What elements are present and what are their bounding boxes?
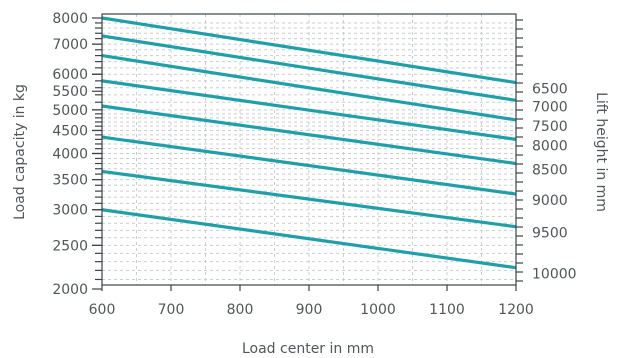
lift-height-label: 7000 [532, 99, 568, 115]
series-line-10000 [101, 208, 517, 270]
y-tick-label: 5500 [52, 84, 88, 100]
y-tick-label: 7000 [52, 37, 88, 53]
lift-height-label: 7500 [532, 119, 568, 135]
lift-height-label: 6500 [532, 82, 568, 98]
x-axis-title: Load center in mm [242, 341, 374, 357]
y-tick-label: 5000 [52, 103, 88, 119]
x-tick-label: 1200 [498, 302, 534, 318]
y-tick-label: 2000 [52, 282, 88, 298]
y-tick-label: 4000 [52, 147, 88, 163]
x-tick-label: 1100 [429, 302, 465, 318]
series-line-6500 [101, 16, 517, 85]
x-tick-label: 1000 [360, 302, 396, 318]
y-tick-label: 3000 [52, 203, 88, 219]
series-line-8500 [101, 104, 517, 166]
right-axis-title: Lift height in mm [593, 92, 609, 212]
lift-height-label: 9500 [532, 226, 568, 242]
x-tick-label: 900 [296, 302, 323, 318]
x-tick-label: 800 [227, 302, 254, 318]
grid [102, 14, 516, 285]
series-line-7000 [101, 34, 517, 102]
x-tick-label: 600 [89, 302, 116, 318]
series-line-8000 [101, 79, 517, 141]
x-tick-label: 700 [158, 302, 185, 318]
y-tick-label: 4500 [52, 123, 88, 139]
lift-height-label: 8500 [532, 163, 568, 179]
series-line-9500 [101, 169, 517, 229]
y-tick-label: 6000 [52, 67, 88, 83]
series-lines [101, 16, 517, 270]
y-tick-label: 2500 [52, 238, 88, 254]
lift-height-label: 9000 [532, 193, 568, 209]
tick-marks [92, 17, 523, 291]
lift-height-label: 8000 [532, 138, 568, 154]
y-axis-title: Load capacity in kg [12, 84, 28, 220]
lift-height-label: 10000 [532, 267, 577, 283]
series-line-9000 [101, 135, 517, 196]
series-line-7500 [101, 54, 517, 122]
y-tick-label: 8000 [52, 11, 88, 27]
y-tick-label: 3500 [52, 173, 88, 189]
